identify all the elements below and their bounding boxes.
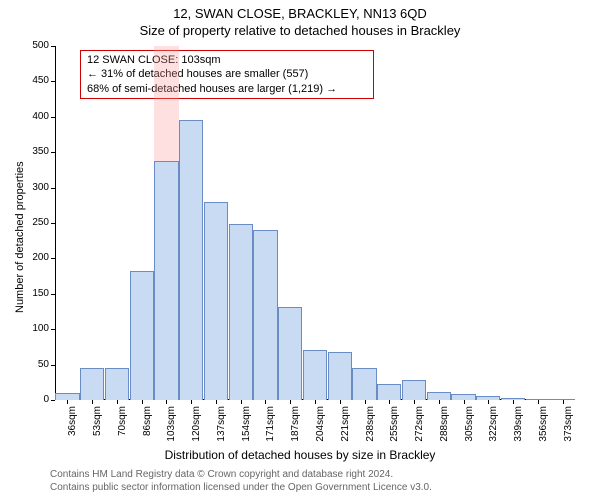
bar bbox=[130, 271, 154, 400]
y-tick-label: 450 bbox=[19, 75, 49, 86]
bar bbox=[179, 120, 203, 400]
x-tick-label: 103sqm bbox=[166, 406, 177, 446]
bar bbox=[377, 384, 401, 400]
x-tick-label: 86sqm bbox=[142, 406, 153, 446]
bar bbox=[328, 352, 352, 400]
y-axis-label: Number of detached properties bbox=[14, 161, 26, 313]
y-tick-label: 500 bbox=[19, 40, 49, 51]
x-tick-label: 204sqm bbox=[315, 406, 326, 446]
bar bbox=[402, 380, 426, 400]
bar bbox=[303, 350, 327, 400]
bar bbox=[278, 307, 302, 400]
x-tick-label: 53sqm bbox=[92, 406, 103, 446]
x-tick-label: 120sqm bbox=[191, 406, 202, 446]
x-axis-label: Distribution of detached houses by size … bbox=[0, 448, 600, 462]
x-tick-label: 255sqm bbox=[389, 406, 400, 446]
x-tick-label: 70sqm bbox=[117, 406, 128, 446]
x-tick-label: 305sqm bbox=[464, 406, 475, 446]
bar bbox=[80, 368, 104, 400]
y-tick-label: 100 bbox=[19, 323, 49, 334]
histogram: 05010015020025030035040045050036sqm53sqm… bbox=[55, 46, 575, 400]
bar bbox=[154, 161, 178, 400]
x-tick-label: 171sqm bbox=[265, 406, 276, 446]
x-tick-label: 36sqm bbox=[67, 406, 78, 446]
chart-container: 12, SWAN CLOSE, BRACKLEY, NN13 6QD Size … bbox=[0, 0, 600, 500]
bar bbox=[55, 393, 79, 400]
x-tick-label: 154sqm bbox=[241, 406, 252, 446]
x-tick-label: 221sqm bbox=[340, 406, 351, 446]
x-tick-label: 322sqm bbox=[488, 406, 499, 446]
y-tick-label: 350 bbox=[19, 146, 49, 157]
x-tick-label: 137sqm bbox=[216, 406, 227, 446]
y-tick-label: 50 bbox=[19, 359, 49, 370]
footer-line1: Contains HM Land Registry data © Crown c… bbox=[50, 468, 432, 481]
footer-line2: Contains public sector information licen… bbox=[50, 481, 432, 494]
x-tick-label: 373sqm bbox=[563, 406, 574, 446]
bar bbox=[427, 392, 451, 400]
bar bbox=[352, 368, 376, 400]
x-tick-label: 187sqm bbox=[290, 406, 301, 446]
x-tick-label: 272sqm bbox=[414, 406, 425, 446]
y-tick-label: 0 bbox=[19, 394, 49, 405]
bar bbox=[229, 224, 253, 400]
x-tick-label: 238sqm bbox=[365, 406, 376, 446]
y-tick-label: 400 bbox=[19, 111, 49, 122]
bar bbox=[253, 230, 277, 400]
x-tick-label: 356sqm bbox=[538, 406, 549, 446]
subtitle: Size of property relative to detached ho… bbox=[0, 21, 600, 38]
bar bbox=[105, 368, 129, 400]
footer: Contains HM Land Registry data © Crown c… bbox=[50, 468, 432, 494]
bar bbox=[204, 202, 228, 400]
address-title: 12, SWAN CLOSE, BRACKLEY, NN13 6QD bbox=[0, 0, 600, 21]
x-tick-label: 288sqm bbox=[439, 406, 450, 446]
x-tick-label: 339sqm bbox=[513, 406, 524, 446]
